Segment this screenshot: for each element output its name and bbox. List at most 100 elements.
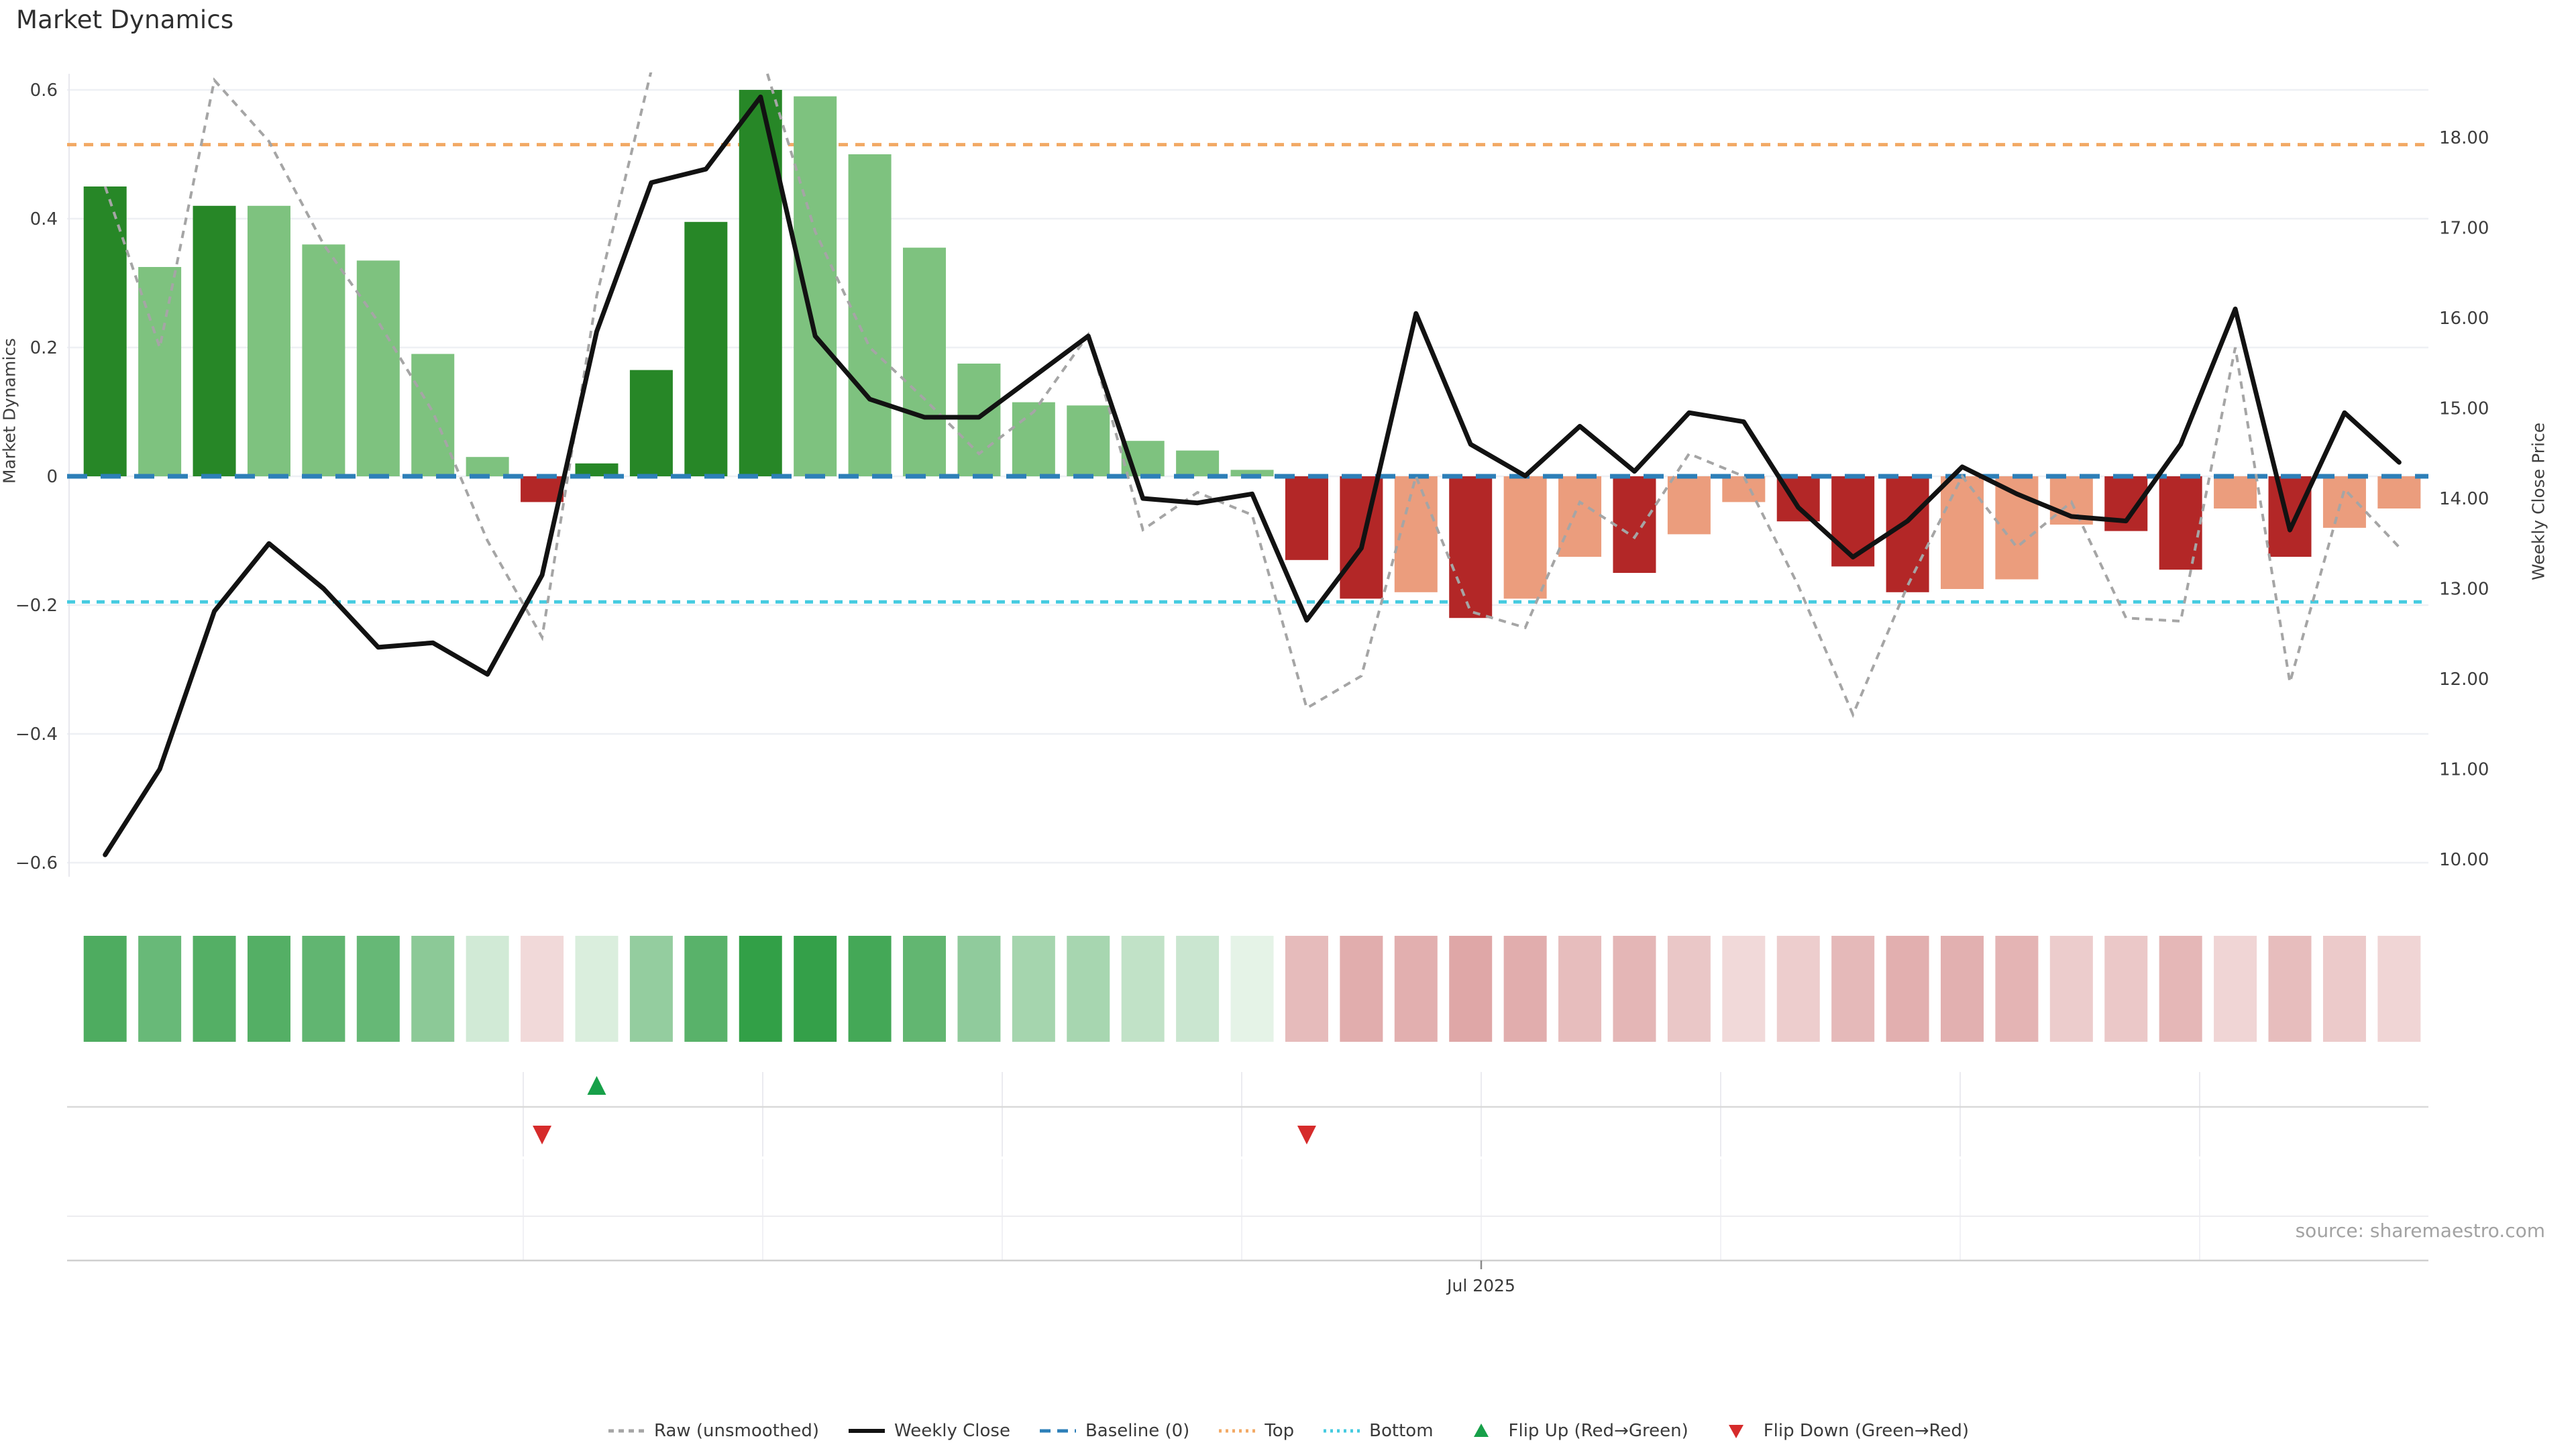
bar-week-26[interactable] (1449, 476, 1493, 619)
legend: Raw (unsmoothed) Weekly Close Baseline (0)… (0, 1421, 2576, 1441)
legend-item-2[interactable]: Baseline (0) (1038, 1421, 1189, 1441)
bar-week-35[interactable] (1940, 476, 1984, 589)
left-axis-tick: 0 (46, 467, 58, 487)
bar-week-41[interactable] (2268, 476, 2312, 557)
legend-marker-solid-line (849, 1429, 885, 1433)
heatmap-cell-week-7 (411, 936, 455, 1042)
heatmap-cell-week-29 (1613, 936, 1656, 1042)
heatmap-cell-week-20 (1121, 936, 1165, 1042)
source-note: source: sharemaestro.com (2295, 1220, 2545, 1242)
heatmap-cell-week-31 (1722, 936, 1766, 1042)
heatmap-cell-week-37 (2049, 936, 2093, 1042)
bar-week-3[interactable] (193, 205, 236, 476)
heatmap-cell-week-33 (1831, 936, 1875, 1042)
bar-week-9[interactable] (521, 476, 564, 502)
right-axis-tick: 11.00 (2439, 760, 2489, 780)
bar-week-21[interactable] (1176, 450, 1220, 476)
legend-marker-dotted-line (1324, 1429, 1360, 1433)
bar-week-2[interactable] (138, 267, 182, 476)
bar-week-4[interactable] (247, 205, 290, 476)
bar-week-24[interactable] (1340, 476, 1383, 599)
bar-week-28[interactable] (1558, 476, 1602, 557)
left-axis-tick: −0.6 (15, 853, 58, 873)
right-axis-tick: 15.00 (2439, 399, 2489, 419)
legend-item-label: Flip Up (Red→Green) (1508, 1421, 1688, 1441)
bar-week-1[interactable] (83, 186, 127, 476)
legend-item-0[interactable]: Raw (unsmoothed) (607, 1421, 819, 1441)
legend-item-label: Baseline (0) (1085, 1421, 1190, 1441)
legend-item-label: Raw (unsmoothed) (653, 1421, 820, 1441)
heatmap-cell-week-5 (302, 936, 345, 1042)
bar-week-39[interactable] (2159, 476, 2202, 570)
bar-week-29[interactable] (1613, 476, 1656, 573)
heatmap-cell-week-10 (575, 936, 619, 1042)
bar-week-30[interactable] (1667, 476, 1711, 535)
right-axis-tick: 10.00 (2439, 850, 2489, 870)
legend-marker-dashed-line (608, 1429, 645, 1433)
flip-down-marker[interactable] (1297, 1126, 1316, 1144)
bar-week-27[interactable] (1503, 476, 1547, 599)
x-axis-tick-label: Jul 2025 (1447, 1276, 1515, 1295)
bar-week-12[interactable] (684, 221, 728, 476)
heatmap-cell-week-25 (1394, 936, 1438, 1042)
heatmap-cell-week-36 (1995, 936, 2039, 1042)
bar-week-10[interactable] (575, 463, 619, 476)
bar-week-25[interactable] (1394, 476, 1438, 592)
heatmap-cell-week-6 (356, 936, 400, 1042)
bar-week-11[interactable] (629, 370, 673, 476)
legend-marker-dotted-line (1219, 1429, 1256, 1433)
bar-week-16[interactable] (903, 248, 947, 476)
heatmap-cell-week-23 (1285, 936, 1328, 1042)
legend-marker-triangle-up (1473, 1424, 1489, 1437)
bar-week-7[interactable] (411, 354, 455, 476)
heatmap-cell-week-2 (138, 936, 182, 1042)
legend-item-4[interactable]: Bottom (1322, 1421, 1434, 1441)
heatmap-cell-week-30 (1667, 936, 1711, 1042)
bar-week-13[interactable] (739, 90, 782, 476)
heatmap-cell-week-32 (1776, 936, 1820, 1042)
heatmap-cell-week-15 (848, 936, 892, 1042)
heatmap-cell-week-39 (2159, 936, 2202, 1042)
heatmap-cell-week-35 (1940, 936, 1984, 1042)
bar-week-23[interactable] (1285, 476, 1328, 560)
heatmap-cell-week-19 (1067, 936, 1110, 1042)
legend-marker-triangle-down (1728, 1425, 1743, 1438)
bar-week-6[interactable] (356, 260, 400, 476)
left-axis-tick: −0.2 (15, 596, 58, 616)
flip-down-marker[interactable] (533, 1126, 552, 1144)
flip-up-marker[interactable] (587, 1076, 606, 1095)
bar-week-40[interactable] (2214, 476, 2257, 508)
bar-week-42[interactable] (2322, 476, 2366, 528)
legend-item-6[interactable]: Flip Down (Green→Red) (1717, 1421, 1969, 1441)
legend-item-1[interactable]: Weekly Close (847, 1421, 1010, 1441)
legend-item-3[interactable]: Top (1218, 1421, 1294, 1441)
right-axis-tick: 14.00 (2439, 489, 2489, 509)
heatmap-cell-week-22 (1230, 936, 1274, 1042)
heatmap-cell-week-12 (684, 936, 728, 1042)
bar-week-33[interactable] (1831, 476, 1875, 567)
bar-week-31[interactable] (1722, 476, 1766, 502)
bar-week-5[interactable] (302, 244, 345, 476)
legend-marker-long-dash-line (1039, 1429, 1076, 1433)
bar-week-43[interactable] (2377, 476, 2421, 508)
heatmap-cell-week-34 (1886, 936, 1929, 1042)
left-axis-tick: 0.2 (30, 338, 58, 358)
right-axis-label: Weekly Close Price (2528, 422, 2548, 581)
bar-week-18[interactable] (1012, 402, 1055, 476)
bar-week-8[interactable] (466, 457, 509, 476)
bar-week-34[interactable] (1886, 476, 1929, 592)
heatmap-cell-week-27 (1503, 936, 1547, 1042)
heatmap-cell-week-38 (2104, 936, 2148, 1042)
legend-item-5[interactable]: Flip Up (Red→Green) (1462, 1421, 1688, 1441)
heatmap-cell-week-42 (2322, 936, 2366, 1042)
bar-week-19[interactable] (1067, 405, 1110, 476)
bar-week-17[interactable] (957, 364, 1001, 476)
legend-item-label: Flip Down (Green→Red) (1763, 1421, 1970, 1441)
heatmap-cell-week-17 (957, 936, 1001, 1042)
heatmap-cell-week-4 (247, 936, 290, 1042)
heatmap-cell-week-8 (466, 936, 509, 1042)
bar-week-22[interactable] (1230, 470, 1274, 476)
heatmap-cell-week-9 (521, 936, 564, 1042)
bar-week-14[interactable] (794, 96, 837, 477)
